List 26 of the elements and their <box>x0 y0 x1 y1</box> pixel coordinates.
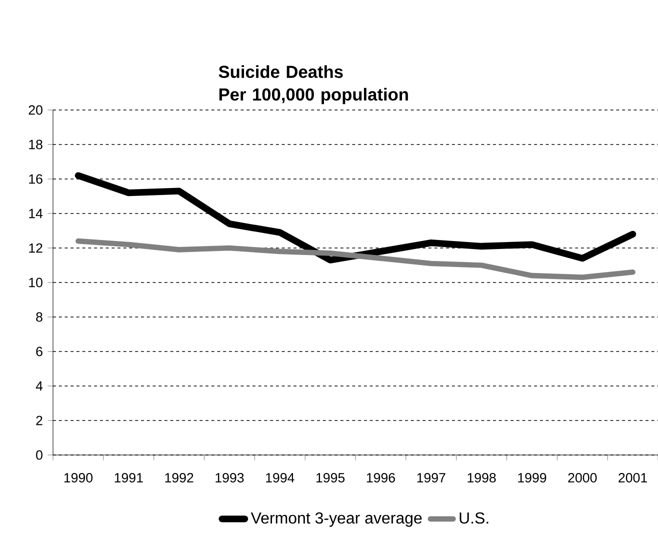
x-tick-label: 1995 <box>316 473 345 482</box>
y-tick-label: 20 <box>28 105 42 115</box>
y-tick-label: 18 <box>29 140 42 150</box>
x-tick-label: 1992 <box>165 473 194 482</box>
x-tick-label: 2000 <box>568 473 597 482</box>
y-tick-label: 14 <box>29 208 43 218</box>
x-tick-label: 2001 <box>618 473 647 482</box>
y-tick-label: 10 <box>29 278 42 288</box>
x-tick-label: 1997 <box>417 473 446 482</box>
x-tick-label: 1991 <box>114 473 143 482</box>
y-tick-label: 8 <box>36 312 42 322</box>
x-tick-label: 1998 <box>468 473 496 482</box>
x-tick-label: 1996 <box>366 473 395 482</box>
chart-title: Suicide Deaths Per 100,000 population <box>218 65 408 104</box>
legend-label: Vermont 3-year average <box>250 512 422 527</box>
x-tick-label: 1994 <box>266 473 294 482</box>
y-tick-label: 12 <box>29 243 42 253</box>
y-tick-label: 6 <box>36 346 42 356</box>
y-tick-label: 0 <box>36 450 42 460</box>
x-tick-label: 1990 <box>64 473 93 482</box>
legend-label: U.S. <box>460 512 488 524</box>
y-tick-label: 4 <box>36 381 43 391</box>
x-tick-label: 1993 <box>216 473 244 482</box>
x-tick-label: 1999 <box>518 473 546 482</box>
y-tick-label: 2 <box>36 416 42 426</box>
y-tick-label: 16 <box>29 174 42 184</box>
